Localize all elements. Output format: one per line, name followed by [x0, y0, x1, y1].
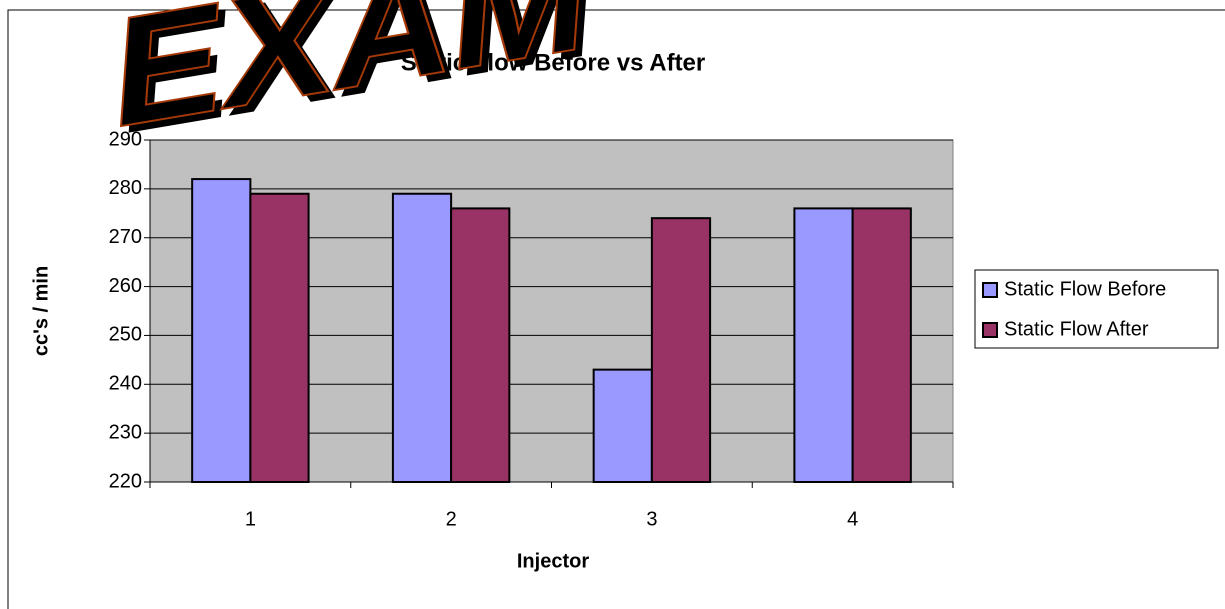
x-tick-label: 1: [245, 508, 256, 530]
y-tick-label: 230: [109, 421, 142, 443]
bar: [652, 218, 710, 482]
x-tick-label: 3: [646, 508, 657, 530]
bar: [250, 194, 308, 482]
bar: [192, 179, 250, 482]
legend-swatch: [983, 323, 997, 337]
x-tick-label: 4: [847, 508, 858, 530]
x-axis-label: Injector: [517, 550, 589, 572]
y-tick-label: 220: [109, 470, 142, 492]
bar: [853, 208, 911, 482]
y-tick-label: 270: [109, 226, 142, 248]
chart: Static Flow Before vs After Injector cc'…: [0, 0, 1225, 609]
legend-swatch: [983, 283, 997, 297]
legend-label: Static Flow After: [1004, 318, 1149, 340]
y-tick-label: 260: [109, 275, 142, 297]
bar: [451, 208, 509, 482]
bar: [393, 194, 451, 482]
x-tick-label: 2: [446, 508, 457, 530]
legend-label: Static Flow Before: [1004, 278, 1166, 300]
y-tick-label: 280: [109, 177, 142, 199]
bar: [594, 370, 652, 482]
y-tick-label: 240: [109, 373, 142, 395]
y-axis-label: cc's / min: [30, 266, 52, 356]
bar: [794, 208, 852, 482]
y-tick-label: 250: [109, 324, 142, 346]
